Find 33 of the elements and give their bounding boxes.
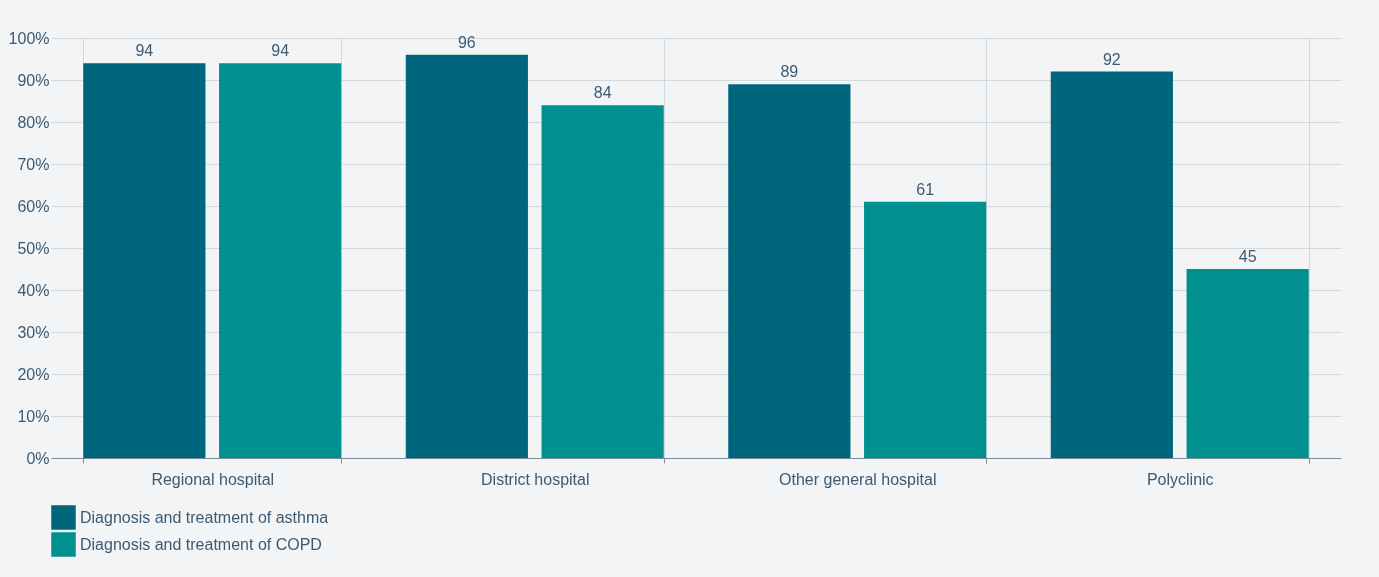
x-tick-label: Polyclinic	[1146, 470, 1214, 488]
bar	[864, 201, 987, 458]
data-label: 61	[916, 180, 935, 198]
x-tick-label: Other general hospital	[779, 470, 937, 488]
data-label: 89	[780, 63, 799, 81]
bar	[541, 105, 664, 458]
data-label: 92	[1102, 50, 1121, 68]
y-tick-label: 30%	[17, 323, 50, 341]
bar	[1186, 269, 1309, 458]
x-tick-label: Regional hospital	[151, 470, 275, 488]
data-label: 94	[271, 42, 290, 60]
legend-label: Diagnosis and treatment of COPD	[80, 535, 322, 553]
data-label: 84	[593, 84, 612, 102]
x-tick-label: District hospital	[481, 470, 590, 488]
bar	[219, 63, 342, 458]
y-tick-label: 20%	[17, 365, 50, 383]
bar	[405, 54, 528, 458]
data-label: 96	[457, 33, 476, 51]
y-tick-label: 10%	[17, 407, 50, 425]
y-tick-label: 90%	[17, 71, 50, 89]
legend-label: Diagnosis and treatment of asthma	[80, 508, 329, 526]
bar	[83, 63, 206, 458]
y-tick-label: 80%	[17, 113, 50, 131]
y-tick-label: 70%	[17, 155, 50, 173]
y-tick-label: 60%	[17, 197, 50, 215]
y-tick-label: 100%	[8, 29, 50, 47]
y-tick-label: 40%	[17, 281, 50, 299]
y-tick-label: 50%	[17, 239, 50, 257]
bar	[1050, 71, 1173, 458]
data-label: 94	[135, 42, 154, 60]
data-label: 45	[1238, 248, 1257, 265]
bar	[728, 84, 851, 458]
y-tick-label: 0%	[26, 449, 50, 467]
